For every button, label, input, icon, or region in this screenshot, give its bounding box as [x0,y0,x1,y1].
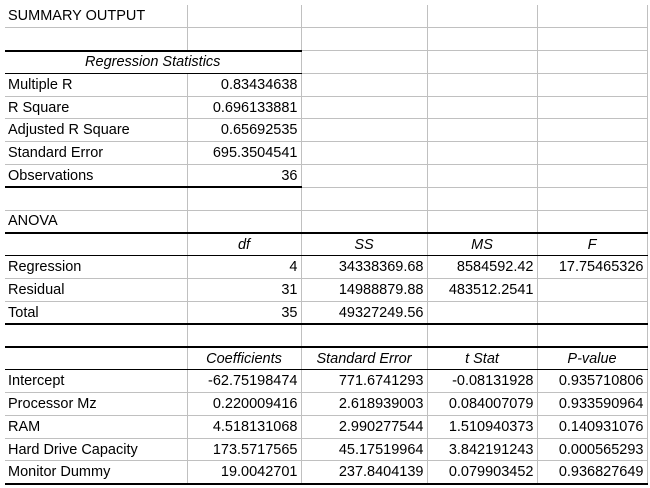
anova-df[interactable]: 4 [187,255,302,280]
p-value-value[interactable]: 0.140931076 [537,415,648,439]
coefficient-label[interactable]: Monitor Dummy [5,460,188,485]
anova-title-row: ANOVA [5,210,648,234]
statistic-value[interactable]: 0.83434638 [187,73,302,97]
regression-statistic-row: Observations 36 [5,164,648,189]
header-coefficients[interactable]: Coefficients [187,346,302,371]
anova-f[interactable]: 17.75465326 [537,255,648,280]
standard-error-value[interactable]: 237.8404139 [301,460,428,485]
anova-f[interactable] [537,278,648,302]
t-stat-value[interactable]: 0.079903452 [427,460,538,485]
blank-row [5,187,648,211]
regression-statistic-row: Multiple R 0.83434638 [5,73,648,97]
coefficient-row: Processor Mz 0.220009416 2.618939003 0.0… [5,392,648,416]
statistic-label[interactable]: Adjusted R Square [5,118,188,143]
coefficient-value[interactable]: 19.0042701 [187,460,302,485]
standard-error-value[interactable]: 2.990277544 [301,415,428,439]
header-standard-error[interactable]: Standard Error [301,346,428,371]
anova-df[interactable]: 35 [187,301,302,326]
coefficients-header-row: Coefficients Standard Error t Stat P-val… [5,346,648,371]
anova-ss[interactable]: 49327249.56 [301,301,428,326]
anova-df[interactable]: 31 [187,278,302,302]
t-stat-value[interactable]: 3.842191243 [427,438,538,462]
anova-label[interactable]: Regression [5,255,188,280]
coefficient-value[interactable]: 173.5717565 [187,438,302,462]
anova-f[interactable] [537,301,648,326]
regression-statistics-header-row: Regression Statistics [5,50,648,74]
t-stat-value[interactable]: 1.510940373 [427,415,538,439]
header-p-value[interactable]: P-value [537,346,648,371]
regression-statistic-row: Adjusted R Square 0.65692535 [5,118,648,143]
standard-error-value[interactable]: 45.17519964 [301,438,428,462]
anova-ss[interactable]: 14988879.88 [301,278,428,302]
regression-summary-sheet: SUMMARY OUTPUT Regression Statistics Mul… [5,5,648,485]
statistic-value[interactable]: 0.696133881 [187,96,302,120]
t-stat-value[interactable]: 0.084007079 [427,392,538,416]
t-stat-value[interactable]: -0.08131928 [427,369,538,394]
summary-title[interactable]: SUMMARY OUTPUT [5,5,188,29]
statistic-label[interactable]: Standard Error [5,141,188,166]
coefficient-row: Hard Drive Capacity 173.5717565 45.17519… [5,438,648,462]
header-t-stat[interactable]: t Stat [427,346,538,371]
coefficient-row: RAM 4.518131068 2.990277544 1.510940373 … [5,415,648,439]
statistic-value[interactable]: 695.3504541 [187,141,302,166]
standard-error-value[interactable]: 771.6741293 [301,369,428,394]
statistic-label[interactable]: R Square [5,96,188,120]
regression-statistic-row: Standard Error 695.3504541 [5,141,648,166]
blank-row [5,324,648,348]
regression-statistics-header[interactable]: Regression Statistics [5,50,302,74]
statistic-label[interactable]: Observations [5,164,188,189]
anova-row: Regression 4 34338369.68 8584592.42 17.7… [5,255,648,280]
coefficient-label[interactable]: Processor Mz [5,392,188,416]
coefficient-label[interactable]: Hard Drive Capacity [5,438,188,462]
anova-header-ms[interactable]: MS [427,232,538,257]
coefficient-value[interactable]: -62.75198474 [187,369,302,394]
coefficient-value[interactable]: 0.220009416 [187,392,302,416]
anova-label[interactable]: Residual [5,278,188,302]
standard-error-value[interactable]: 2.618939003 [301,392,428,416]
blank-row [5,27,648,52]
summary-title-row: SUMMARY OUTPUT [5,5,648,29]
coefficient-row: Monitor Dummy 19.0042701 237.8404139 0.0… [5,460,648,485]
coefficient-row: Intercept -62.75198474 771.6741293 -0.08… [5,369,648,394]
regression-statistic-row: R Square 0.696133881 [5,96,648,120]
anova-header-row: df SS MS F [5,232,648,257]
anova-ms[interactable] [427,301,538,326]
p-value-value[interactable]: 0.935710806 [537,369,648,394]
coefficient-value[interactable]: 4.518131068 [187,415,302,439]
anova-header-f[interactable]: F [537,232,648,257]
anova-row: Total 35 49327249.56 [5,301,648,326]
anova-ss[interactable]: 34338369.68 [301,255,428,280]
statistic-value[interactable]: 0.65692535 [187,118,302,143]
anova-ms[interactable]: 8584592.42 [427,255,538,280]
coefficient-label[interactable]: Intercept [5,369,188,394]
coefficient-label[interactable]: RAM [5,415,188,439]
anova-title[interactable]: ANOVA [5,210,188,234]
statistic-label[interactable]: Multiple R [5,73,188,97]
anova-label[interactable]: Total [5,301,188,326]
anova-header-ss[interactable]: SS [301,232,428,257]
anova-ms[interactable]: 483512.2541 [427,278,538,302]
statistic-value[interactable]: 36 [187,164,302,189]
anova-header-df[interactable]: df [187,232,302,257]
p-value-value[interactable]: 0.936827649 [537,460,648,485]
p-value-value[interactable]: 0.933590964 [537,392,648,416]
p-value-value[interactable]: 0.000565293 [537,438,648,462]
anova-row: Residual 31 14988879.88 483512.2541 [5,278,648,302]
